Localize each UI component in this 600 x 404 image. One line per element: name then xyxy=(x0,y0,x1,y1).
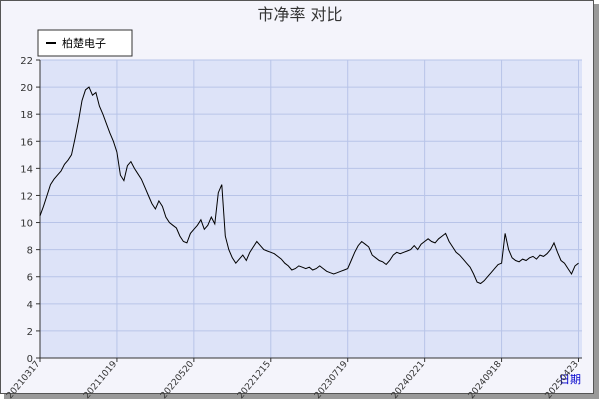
y-tick-label: 6 xyxy=(27,273,33,284)
plot-area xyxy=(40,60,582,358)
y-tick-label: 22 xyxy=(20,56,33,67)
frame-shadow xyxy=(594,4,599,398)
y-tick-label: 12 xyxy=(20,191,33,202)
chart-title: 市净率 对比 xyxy=(257,5,342,24)
y-tick-label: 10 xyxy=(20,219,33,230)
y-tick-label: 18 xyxy=(20,110,33,121)
frame-shadow xyxy=(4,394,599,399)
line xyxy=(39,86,579,285)
y-tick-label: 4 xyxy=(27,300,33,311)
y-tick-label: 14 xyxy=(20,164,33,175)
legend-label: 柏楚电子 xyxy=(62,36,106,50)
y-tick-label: 16 xyxy=(20,137,33,148)
y-tick-label: 0 xyxy=(27,354,33,365)
y-tick-label: 8 xyxy=(27,246,33,257)
y-tick-label: 2 xyxy=(27,327,33,338)
y-tick-label: 20 xyxy=(20,83,33,94)
x-axis-label: 日期 xyxy=(559,373,581,386)
